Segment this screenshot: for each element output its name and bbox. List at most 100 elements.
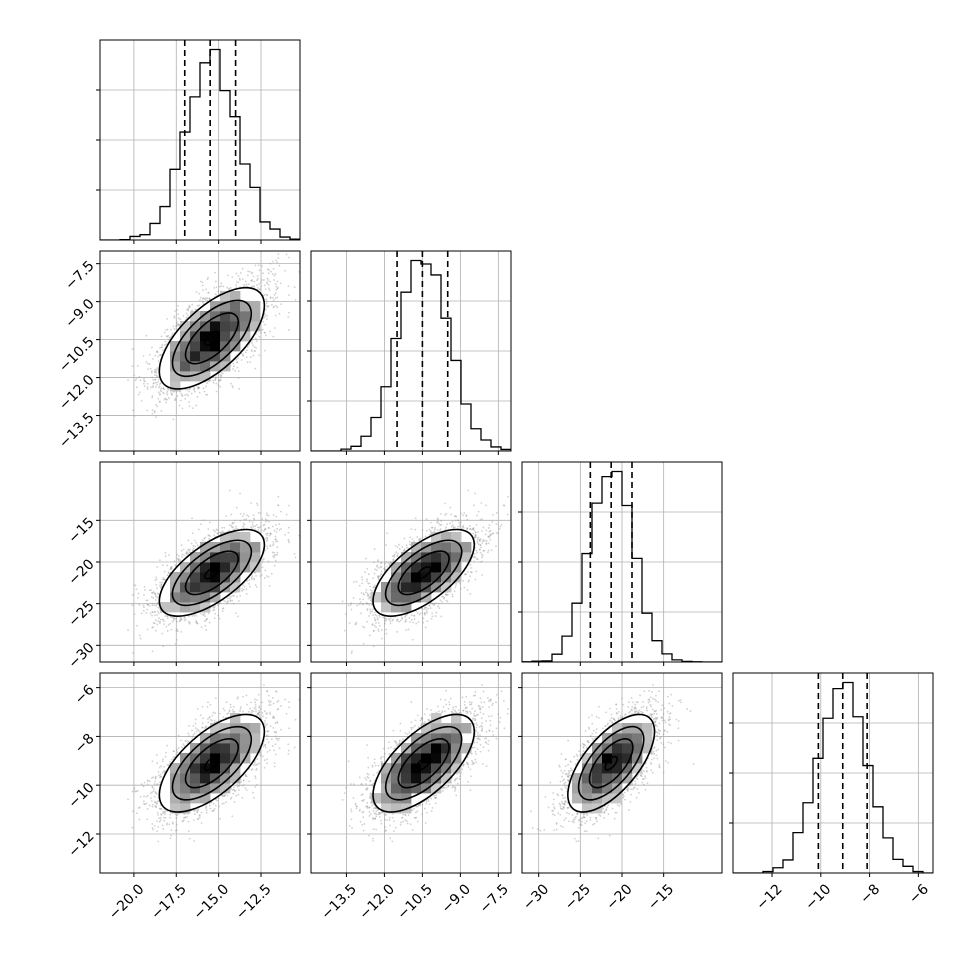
sample-point bbox=[146, 599, 149, 602]
sample-point bbox=[256, 279, 258, 281]
sample-point bbox=[272, 306, 275, 309]
sample-point bbox=[159, 354, 162, 357]
sample-point bbox=[156, 383, 158, 386]
sample-point bbox=[252, 525, 255, 528]
sample-point bbox=[204, 624, 207, 627]
sample-point bbox=[142, 354, 145, 357]
sample-point bbox=[127, 379, 129, 382]
sample-point bbox=[151, 626, 154, 629]
sample-point bbox=[246, 580, 249, 582]
density-panel-3-1 bbox=[96, 461, 301, 666]
sample-point bbox=[170, 328, 172, 331]
sample-point bbox=[175, 324, 178, 327]
sample-point bbox=[166, 393, 169, 396]
sample-point bbox=[254, 367, 257, 370]
sample-point bbox=[253, 350, 256, 352]
sample-point bbox=[227, 600, 229, 603]
sample-point bbox=[261, 265, 263, 267]
density-bin bbox=[230, 321, 241, 332]
sample-point bbox=[150, 386, 152, 389]
sample-point bbox=[255, 346, 257, 349]
density-bin bbox=[170, 381, 181, 392]
sample-point bbox=[179, 559, 182, 562]
sample-point bbox=[191, 303, 194, 306]
sample-point bbox=[154, 374, 156, 377]
sample-point bbox=[236, 366, 239, 369]
sample-point bbox=[248, 520, 251, 523]
sample-point bbox=[198, 391, 201, 394]
sample-point bbox=[173, 315, 176, 318]
sample-point bbox=[268, 268, 270, 271]
sample-point bbox=[155, 602, 158, 605]
sample-point bbox=[154, 354, 157, 357]
sample-point bbox=[247, 283, 250, 286]
sample-point bbox=[175, 328, 178, 331]
sample-point bbox=[265, 281, 268, 283]
sample-point bbox=[156, 405, 159, 408]
density-bin bbox=[200, 361, 211, 372]
sample-point bbox=[269, 280, 272, 283]
density-bin bbox=[190, 321, 201, 332]
density-bin bbox=[200, 321, 211, 332]
sample-point bbox=[166, 392, 168, 394]
sample-point bbox=[161, 344, 164, 346]
sample-point bbox=[195, 404, 198, 407]
sample-point bbox=[153, 370, 156, 373]
sample-point bbox=[250, 285, 253, 288]
sample-point bbox=[178, 324, 180, 327]
sample-point bbox=[228, 287, 230, 290]
density-bin bbox=[210, 331, 221, 342]
sample-point bbox=[276, 306, 279, 309]
sample-point bbox=[157, 355, 159, 358]
sample-point bbox=[193, 387, 195, 390]
sample-point bbox=[257, 277, 259, 280]
density-bin bbox=[220, 291, 231, 302]
sample-point bbox=[253, 346, 256, 348]
sample-point bbox=[164, 397, 167, 400]
sample-point bbox=[145, 334, 148, 337]
sample-point bbox=[157, 360, 160, 363]
sample-point bbox=[278, 264, 281, 267]
sample-point bbox=[259, 281, 262, 284]
sample-point bbox=[233, 365, 235, 368]
histogram-panel-1 bbox=[96, 39, 301, 244]
sample-point bbox=[243, 283, 246, 286]
sample-point bbox=[226, 286, 229, 289]
sample-point bbox=[166, 390, 169, 393]
sample-point bbox=[159, 394, 161, 396]
sample-point bbox=[238, 277, 241, 280]
density-bin bbox=[250, 301, 261, 312]
sample-point bbox=[148, 353, 151, 356]
sample-point bbox=[250, 356, 252, 359]
sample-point bbox=[219, 379, 222, 382]
sample-point bbox=[202, 297, 205, 299]
sample-point bbox=[215, 376, 217, 379]
sample-point bbox=[160, 346, 163, 349]
panel-content bbox=[100, 251, 300, 451]
density-bin bbox=[210, 341, 221, 352]
sample-point bbox=[265, 308, 267, 311]
sample-point bbox=[267, 272, 270, 275]
sample-point bbox=[162, 387, 165, 390]
sample-point bbox=[162, 576, 165, 579]
sample-point bbox=[155, 416, 157, 419]
sample-point bbox=[272, 267, 275, 270]
sample-point bbox=[213, 286, 216, 289]
sample-point bbox=[180, 544, 183, 546]
sample-point bbox=[185, 312, 188, 315]
sample-point bbox=[228, 288, 231, 291]
sample-point bbox=[170, 392, 173, 395]
sample-point bbox=[259, 288, 262, 291]
sample-point bbox=[153, 410, 156, 413]
sample-point bbox=[273, 279, 276, 281]
sample-point bbox=[144, 380, 146, 383]
sample-point bbox=[151, 386, 154, 389]
sample-point bbox=[157, 375, 160, 378]
density-bin bbox=[240, 311, 251, 322]
density-bin bbox=[210, 301, 221, 312]
sample-point bbox=[171, 616, 174, 619]
sample-point bbox=[261, 279, 264, 281]
sample-point bbox=[257, 286, 260, 289]
sample-point bbox=[275, 304, 278, 307]
